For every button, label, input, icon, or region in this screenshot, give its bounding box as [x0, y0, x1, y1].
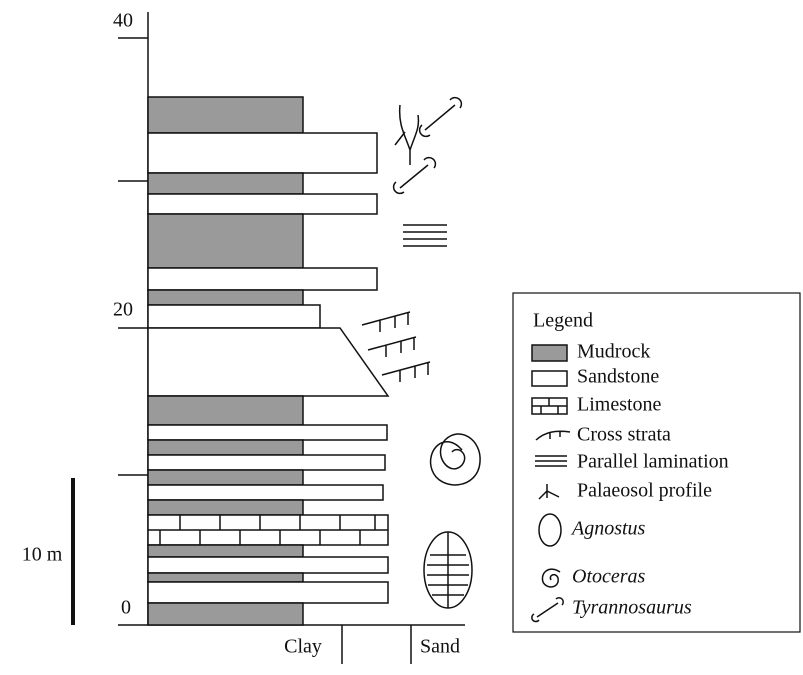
legend-label: Cross strata — [577, 424, 671, 446]
scale-label: 10 m — [22, 544, 63, 566]
layer — [148, 328, 388, 396]
layer — [148, 425, 387, 440]
legend-title: Legend — [533, 310, 593, 332]
stratigraphic-column: 40 20 0 10 m Clay Sand — [0, 0, 803, 675]
legend-label: Sandstone — [577, 366, 659, 388]
shape — [431, 434, 481, 485]
layer — [148, 545, 303, 557]
layer — [148, 173, 303, 194]
layer — [148, 396, 303, 425]
grain-label: Sand — [420, 636, 460, 658]
legend-swatch — [532, 398, 567, 414]
layers — [148, 97, 388, 625]
tick-label: 20 — [113, 299, 133, 321]
layer — [148, 573, 303, 582]
layer — [148, 500, 303, 515]
grain-label: Clay — [284, 636, 322, 658]
layer — [148, 470, 303, 485]
layer — [148, 582, 388, 603]
layer — [148, 290, 303, 305]
layer — [148, 214, 303, 268]
legend-label: Agnostus — [570, 518, 646, 540]
legend-swatch — [532, 371, 567, 386]
shape — [382, 362, 430, 382]
layer — [148, 440, 303, 455]
layer — [148, 485, 383, 500]
shape — [394, 158, 436, 194]
legend-swatch — [532, 345, 567, 361]
shape — [395, 105, 418, 165]
legend-label: Limestone — [577, 394, 662, 416]
layer — [148, 133, 377, 173]
legend-label: Tyrannosaurus — [572, 597, 692, 619]
layer — [148, 268, 377, 290]
layer — [148, 305, 320, 328]
tick-label: 0 — [121, 597, 131, 619]
shape — [362, 312, 410, 332]
legend-label: Parallel lamination — [577, 451, 729, 473]
layer — [148, 455, 385, 470]
shape — [368, 337, 416, 357]
layer — [148, 194, 377, 214]
shape — [420, 98, 462, 137]
layer — [148, 603, 303, 625]
legend-label: Palaeosol profile — [577, 480, 712, 502]
layer — [148, 557, 388, 573]
shape — [427, 532, 469, 608]
legend-label: Mudrock — [577, 341, 650, 363]
layer — [148, 97, 303, 133]
tick-label: 40 — [113, 10, 133, 32]
legend-label: Otoceras — [572, 566, 646, 588]
